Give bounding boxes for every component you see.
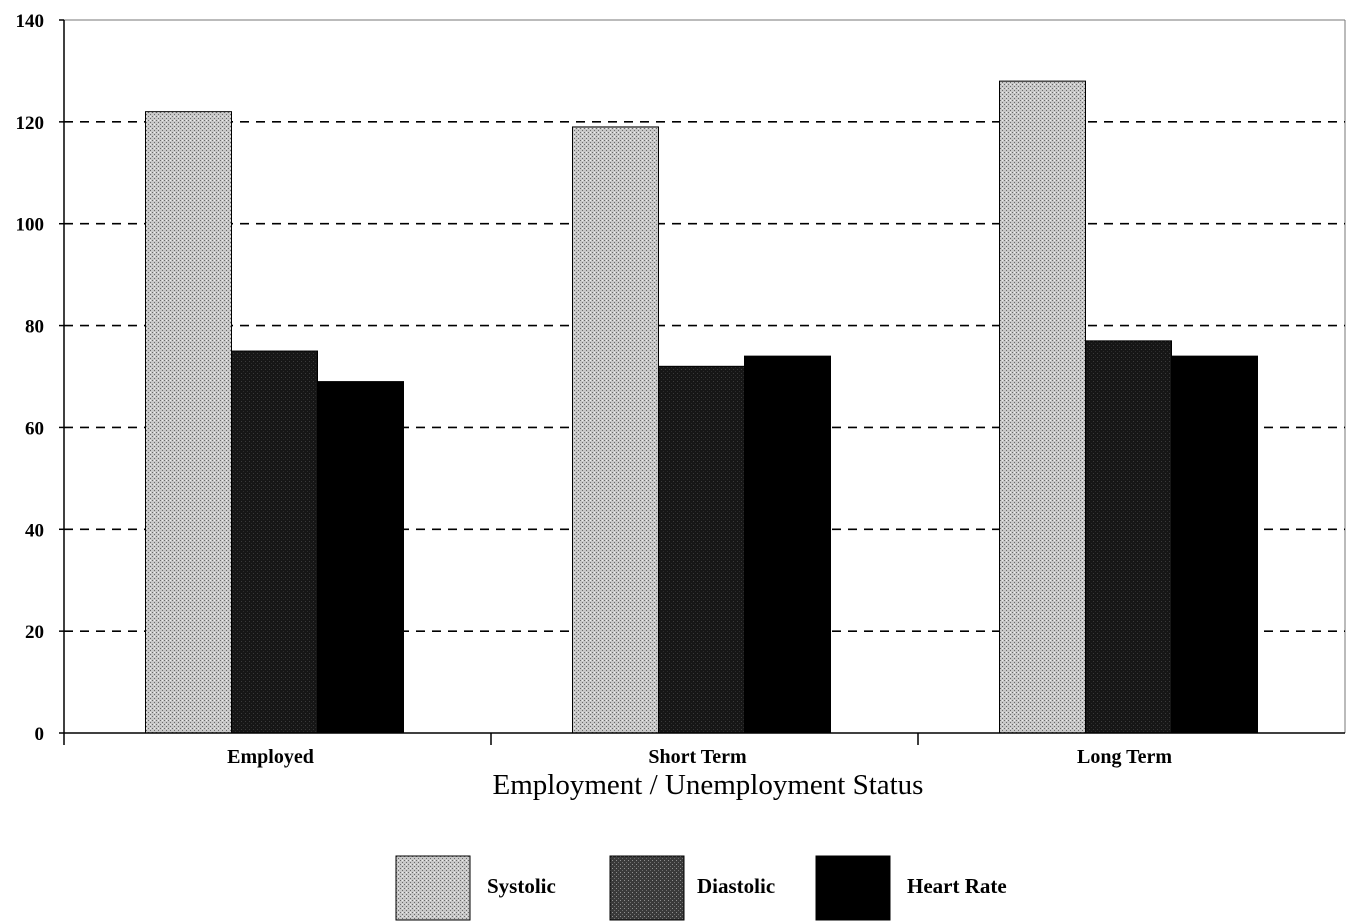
x-category-label: Employed (227, 746, 314, 768)
plot-frame (64, 19, 1346, 733)
bars (145, 80, 1258, 734)
x-category-label: Long Term (1077, 746, 1172, 768)
bar-diastolic-short-term (658, 365, 745, 734)
y-tick-label: 20 (25, 622, 44, 643)
legend-swatch-diastolic (609, 855, 685, 921)
y-tick-label: 120 (16, 113, 45, 134)
legend-label: Diastolic (697, 874, 775, 898)
axes (63, 20, 1345, 745)
y-tick-label: 60 (25, 418, 44, 439)
x-category-label: Short Term (648, 746, 747, 768)
y-tick-label: 80 (25, 317, 44, 338)
y-tick-label: 0 (35, 724, 45, 745)
bar-heart-rate-employed (317, 381, 404, 734)
x-axis-title: Employment / Unemployment Status (493, 769, 924, 801)
y-tick-label: 40 (25, 520, 44, 541)
bar-heart-rate-short-term (744, 355, 831, 734)
bar-systolic-short-term (572, 126, 659, 734)
legend-label: Systolic (487, 874, 556, 898)
bar-heart-rate-long-term (1171, 355, 1258, 734)
bar-diastolic-long-term (1085, 340, 1172, 734)
legend: Systolic Diastolic Heart Rate (395, 855, 1007, 921)
legend-swatch-systolic (395, 855, 471, 921)
x-axis-labels: Employed Short Term Long Term (227, 746, 1172, 768)
y-tick-label: 140 (16, 11, 45, 32)
legend-label: Heart Rate (907, 874, 1007, 898)
legend-swatch-heart-rate (815, 855, 891, 921)
bar-systolic-employed (145, 111, 232, 734)
bar-systolic-long-term (999, 80, 1086, 734)
y-axis-ticks: 0 20 40 60 80 100 120 140 (16, 11, 64, 745)
bar-diastolic-employed (231, 350, 318, 734)
y-tick-label: 100 (16, 215, 45, 236)
